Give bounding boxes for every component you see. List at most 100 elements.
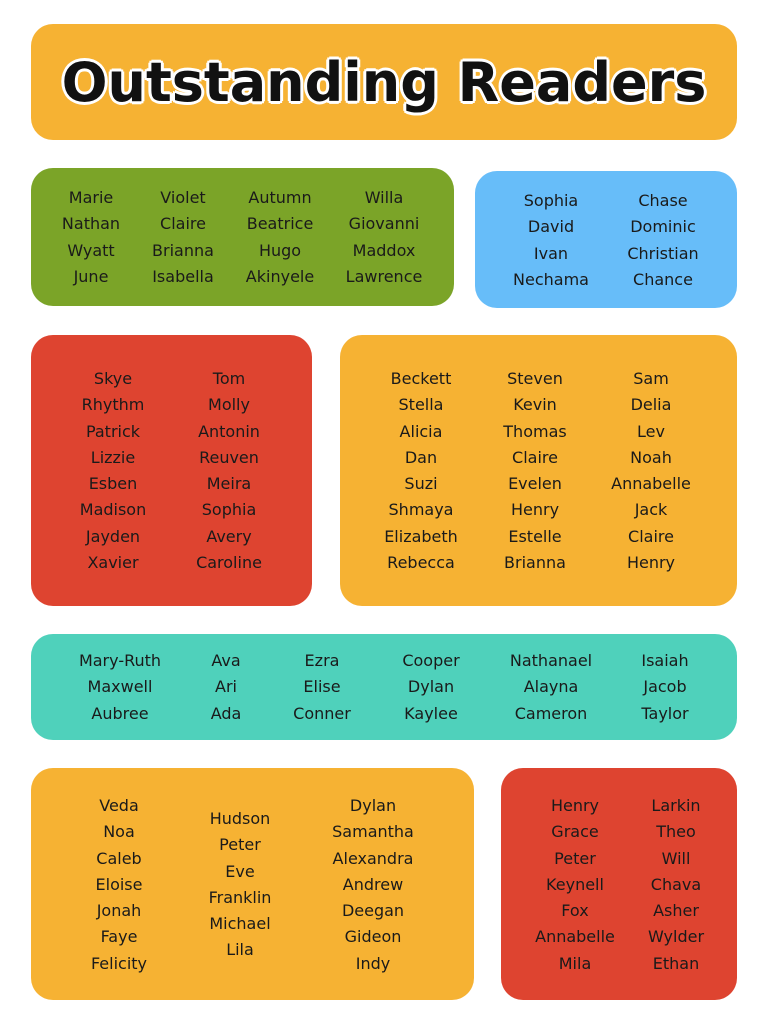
- names-box-green: [31, 168, 454, 306]
- name: Annabelle: [535, 927, 615, 947]
- name-column: Hudson Peter Eve Franklin Michael Lila: [209, 806, 272, 964]
- name: Claire: [628, 526, 674, 546]
- name: Skye: [93, 369, 133, 388]
- name: Rhythm: [81, 395, 145, 415]
- name: Jacob: [643, 677, 687, 697]
- name: Nathanael: [509, 651, 593, 670]
- name: Peter: [219, 835, 261, 855]
- name: Caleb: [96, 848, 142, 868]
- name: Elise: [303, 677, 341, 697]
- name-column: Larkin Theo Will Chava Asher Wylder Etha…: [648, 793, 704, 977]
- name: Ari: [215, 677, 237, 697]
- name: Franklin: [208, 887, 272, 907]
- names-box-red: [31, 335, 312, 606]
- name: Evelen: [508, 474, 562, 494]
- name: Xavier: [87, 553, 139, 573]
- name: Chance: [633, 269, 693, 289]
- name: Mila: [558, 953, 592, 973]
- name: Avery: [206, 526, 252, 546]
- name: Willa: [364, 188, 404, 207]
- name: Lev: [637, 421, 665, 441]
- name: Estelle: [508, 526, 562, 546]
- names-box-blue: [475, 171, 737, 308]
- name: Beckett: [390, 369, 452, 388]
- name: Chase: [638, 191, 688, 210]
- title-banner: Outstanding Readers: [31, 24, 737, 140]
- name: Patrick: [85, 421, 141, 441]
- name-column: Steven Kevin Thomas Claire Evelen Henry …: [503, 366, 566, 576]
- name: Will: [661, 848, 691, 868]
- name: Jayden: [85, 526, 141, 546]
- name: Kevin: [513, 395, 557, 415]
- names-box-orange-bottom: [31, 768, 474, 1000]
- name: Grace: [551, 822, 599, 842]
- name: Lawrence: [345, 266, 423, 286]
- name-column: Marie Nathan Wyatt June: [62, 185, 120, 290]
- name: Ezra: [304, 651, 340, 670]
- name: June: [73, 266, 109, 286]
- name: Ada: [210, 703, 242, 723]
- name-column: Sophia David Ivan Nechama: [513, 188, 589, 293]
- name: Violet: [160, 188, 206, 207]
- name: Henry: [626, 553, 676, 573]
- name: Veda: [99, 796, 139, 815]
- name-column: Beckett Stella Alicia Dan Suzi Shmaya El…: [384, 366, 458, 576]
- name: Noah: [630, 447, 672, 467]
- name: Michael: [209, 914, 271, 934]
- name: Annabelle: [611, 474, 691, 494]
- name: Asher: [653, 901, 699, 921]
- name: Samantha: [332, 822, 414, 842]
- name: Rebecca: [387, 553, 455, 573]
- name: Shmaya: [388, 500, 454, 520]
- name: Beatrice: [246, 214, 314, 234]
- name: Dylan: [407, 677, 455, 697]
- name: Keynell: [546, 874, 604, 894]
- name: Elizabeth: [384, 526, 458, 546]
- name-column: Violet Claire Brianna Isabella: [152, 185, 214, 290]
- name-column: Ezra Elise Conner: [293, 648, 351, 727]
- name-column: Nathanael Alayna Cameron: [510, 648, 592, 727]
- name: Noa: [103, 822, 135, 842]
- name-column: Ava Ari Ada: [211, 648, 242, 727]
- name: Jack: [634, 500, 668, 520]
- name: Brianna: [504, 553, 566, 573]
- name: Tom: [212, 369, 246, 388]
- name: Isabella: [152, 266, 214, 286]
- page-title: Outstanding Readers: [61, 50, 707, 114]
- name: Cooper: [402, 651, 460, 670]
- name: Eve: [225, 861, 255, 881]
- name: Marie: [68, 188, 114, 207]
- name: Ethan: [652, 953, 700, 973]
- name: Giovanni: [348, 214, 420, 234]
- name: Maxwell: [87, 677, 153, 697]
- name: Akinyele: [245, 266, 315, 286]
- name: Meira: [206, 474, 252, 494]
- name: Eloise: [95, 874, 143, 894]
- name: Wyatt: [67, 240, 115, 260]
- name: Autumn: [248, 188, 312, 207]
- name: Dan: [404, 447, 438, 467]
- name: Sophia: [201, 500, 257, 520]
- name-column: Tom Molly Antonin Reuven Meira Sophia Av…: [196, 366, 262, 576]
- name: Felicity: [90, 953, 148, 973]
- name: Madison: [79, 500, 147, 520]
- name-column: Cooper Dylan Kaylee: [402, 648, 459, 727]
- name: Reuven: [199, 447, 259, 467]
- name-column: Willa Giovanni Maddox Lawrence: [346, 185, 423, 290]
- name: Larkin: [651, 796, 701, 815]
- name: Caroline: [196, 553, 262, 573]
- names-box-orange: [340, 335, 737, 606]
- name: Henry: [550, 796, 600, 815]
- name: Faye: [100, 927, 138, 947]
- name: Gideon: [344, 927, 402, 947]
- names-box-red-bottom: [501, 768, 737, 1000]
- name: Stella: [398, 395, 444, 415]
- name: Isaiah: [641, 651, 689, 670]
- name: Conner: [293, 703, 351, 723]
- name: David: [527, 217, 575, 237]
- name: Ava: [211, 651, 241, 670]
- name: Nathan: [61, 214, 121, 234]
- name: Jonah: [96, 901, 142, 921]
- name: Claire: [160, 214, 206, 234]
- name: Sophia: [523, 191, 579, 210]
